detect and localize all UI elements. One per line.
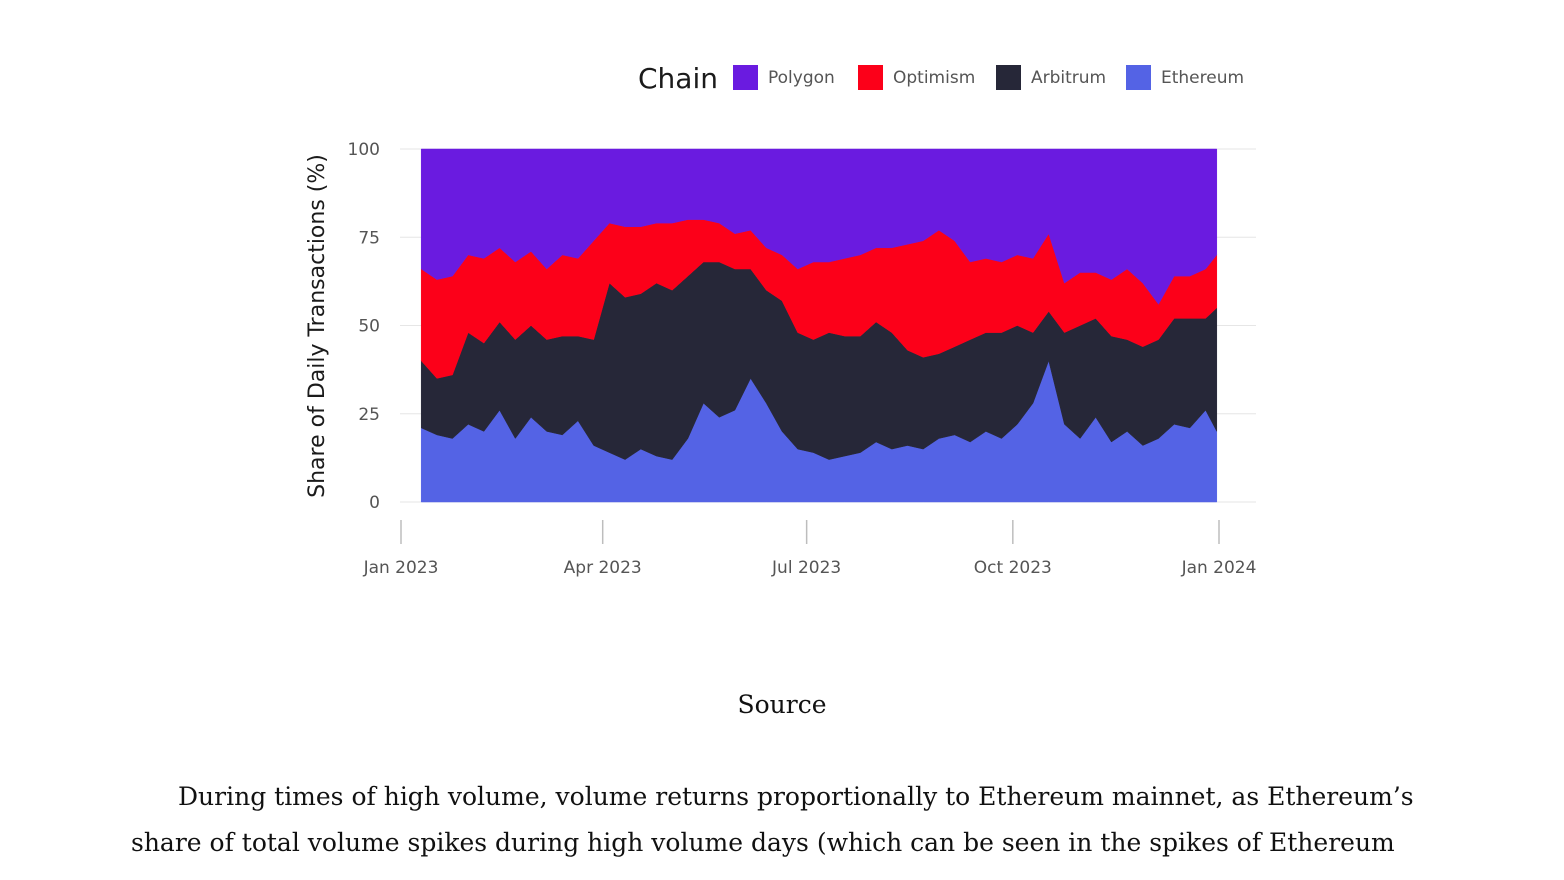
chart-legend: Chain Polygon Optimism Arbitrum Ethereum	[638, 62, 1244, 95]
legend-swatch-ethereum	[1126, 65, 1151, 90]
x-tick-label: Jul 2023	[771, 558, 841, 578]
y-tick-label: 50	[358, 317, 380, 337]
paragraph-line-2: share of total volume spikes during high…	[131, 828, 1395, 857]
legend-title: Chain	[638, 62, 718, 95]
y-tick-label: 75	[358, 228, 380, 248]
x-tick-label: Oct 2023	[974, 558, 1052, 578]
legend-label-arbitrum: Arbitrum	[1031, 68, 1106, 88]
legend-label-polygon: Polygon	[768, 68, 835, 88]
y-tick-label: 100	[348, 140, 380, 160]
legend-swatch-optimism	[858, 65, 883, 90]
x-tick-label: Apr 2023	[564, 558, 642, 578]
stacked-area-chart: Chain Polygon Optimism Arbitrum Ethereum 0 2…	[305, 62, 1257, 578]
legend-swatch-polygon	[733, 65, 758, 90]
x-tick-label: Jan 2023	[363, 558, 439, 578]
figure-caption: Source	[737, 690, 827, 719]
legend-swatch-arbitrum	[996, 65, 1021, 90]
y-axis: 0 25 50 75 100	[348, 140, 380, 513]
legend-label-ethereum: Ethereum	[1161, 68, 1244, 88]
area-polygon	[420, 148, 1218, 305]
x-tick-label: Jan 2024	[1181, 558, 1257, 578]
legend-label-optimism: Optimism	[893, 68, 975, 88]
y-tick-label: 25	[358, 405, 380, 425]
chart-areas	[420, 148, 1218, 503]
paragraph-line-1: During times of high volume, volume retu…	[178, 782, 1414, 811]
body-paragraph: During times of high volume, volume retu…	[131, 774, 1441, 866]
x-axis: Jan 2023 Apr 2023 Jul 2023 Oct 2023 Jan 2024	[363, 520, 1257, 578]
y-tick-label: 0	[369, 493, 380, 513]
y-axis-title: Share of Daily Transactions (%)	[305, 154, 330, 498]
